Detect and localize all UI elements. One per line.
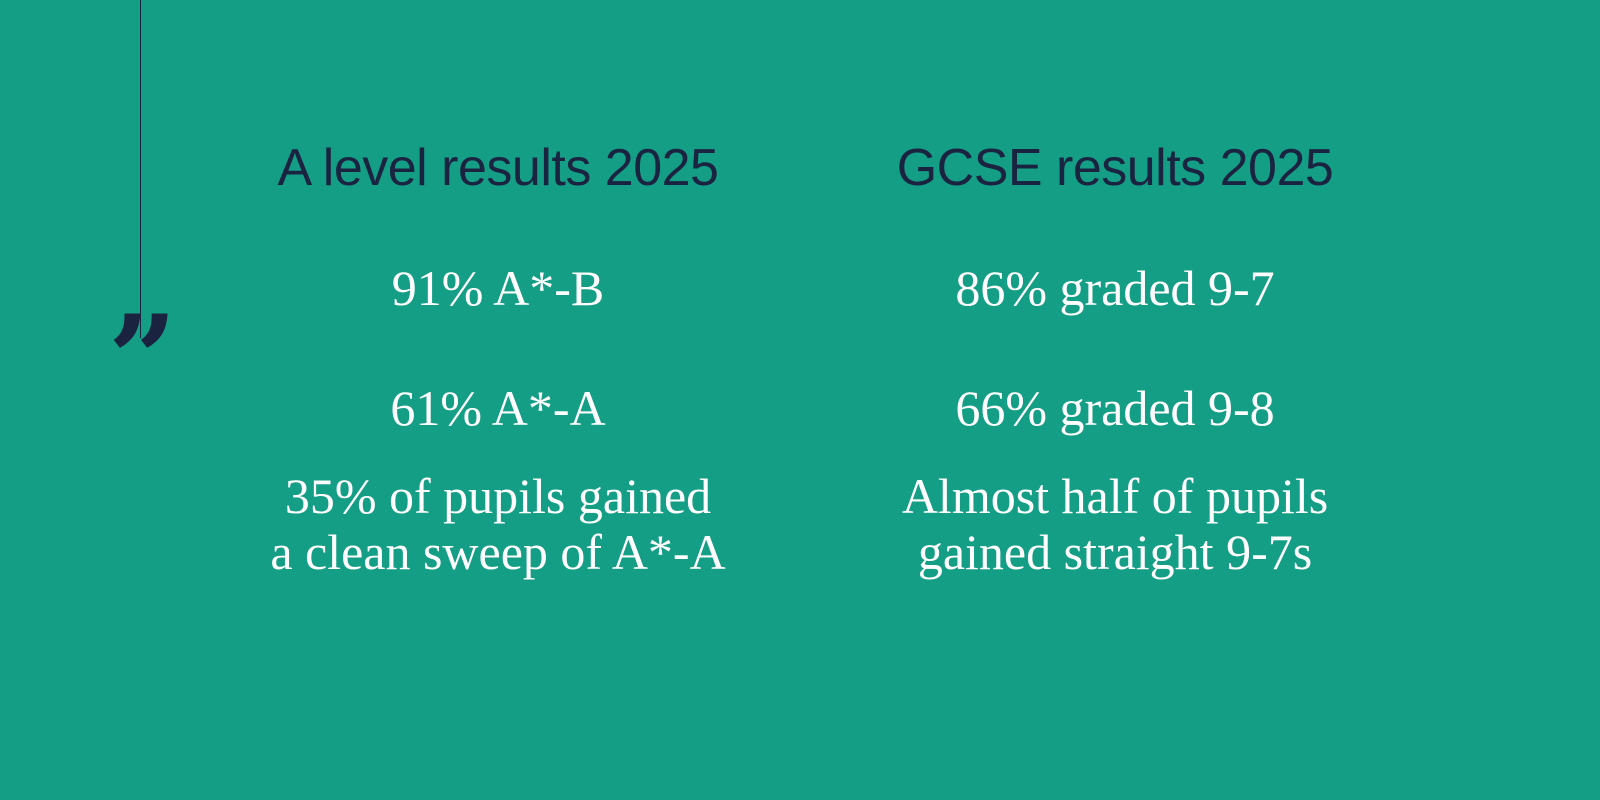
a-level-heading: A level results 2025 xyxy=(277,139,719,197)
a-level-stat-clean-sweep-line-1: 35% of pupils gained xyxy=(284,468,712,524)
gcse-stat-straight-9-7s: Almost half of pupils gained straight 9-… xyxy=(835,468,1395,580)
gcse-stat-9-7: 86% graded 9-7 xyxy=(955,260,1275,316)
a-level-stat-clean-sweep: 35% of pupils gained a clean sweep of A*… xyxy=(218,468,778,580)
gcse-stat-straight-9-7s-line-1: Almost half of pupils xyxy=(901,468,1329,524)
a-level-stat-clean-sweep-line-2: a clean sweep of A*-A xyxy=(270,524,726,580)
gcse-heading: GCSE results 2025 xyxy=(896,139,1334,197)
gcse-stat-9-8: 66% graded 9-8 xyxy=(955,380,1275,436)
closing-quote-icon: ” xyxy=(108,289,177,430)
vertical-divider xyxy=(140,0,141,338)
gcse-stat-straight-9-7s-line-2: gained straight 9-7s xyxy=(917,524,1313,580)
a-level-stat-a-star-b: 91% A*-B xyxy=(391,260,605,316)
a-level-stat-a-star-a: 61% A*-A xyxy=(390,380,606,436)
